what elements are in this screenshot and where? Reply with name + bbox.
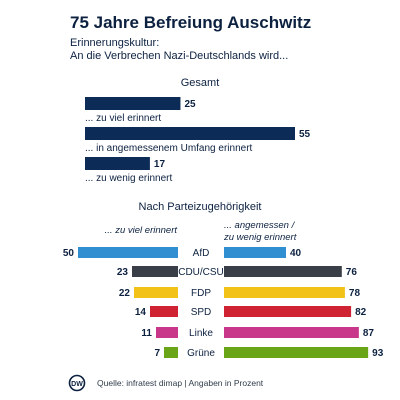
party-value-left-3: 14 [135,307,147,318]
party-bar-right-5 [224,347,369,358]
party-bar-left-4 [156,327,178,338]
party-value-left-0: 50 [63,248,75,259]
overall-category-2: ... zu wenig erinnert [85,173,172,184]
chart-title: 75 Jahre Befreiung Auschwitz [70,13,311,32]
dw-logo: DW [68,374,86,392]
overall-value-2: 17 [154,159,166,170]
party-bar-right-1 [224,266,342,277]
party-label-1: CDU/CSU [178,267,224,278]
overall-category-1: ... in angemessenem Umfang erinnert [85,143,253,154]
party-label-0: AfD [193,248,210,259]
party-value-left-5: 7 [154,348,160,359]
party-bar-right-2 [224,287,345,298]
overall-section-title: Gesamt [181,77,220,89]
party-value-left-1: 23 [117,267,129,278]
party-value-right-2: 78 [349,288,361,299]
overall-bar-2 [85,157,150,170]
party-value-right-4: 87 [363,328,375,339]
source-note: Quelle: infratest dimap | Angaben in Pro… [97,378,264,388]
party-bar-right-3 [224,306,352,317]
party-bar-right-4 [224,327,359,338]
overall-bar-0 [85,97,181,110]
overall-value-1: 55 [299,129,311,140]
chart-subtitle-line1: Erinnerungskultur: [70,37,159,49]
party-value-right-5: 93 [372,348,384,359]
party-bar-left-2 [134,287,178,298]
overall-bar-1 [85,127,295,140]
party-bars: 50 AfD 40 23 CDU/CSU 76 22 FDP 78 14 SPD 82 11 Linke 8… [63,247,384,359]
chart-subtitle-line2: An die Verbrechen Nazi-Deutschlands wird… [70,50,288,62]
party-value-right-0: 40 [290,248,302,259]
party-bar-left-0 [78,247,178,258]
party-legend-left: ... zu viel erinnert [105,225,178,236]
party-legend-right-line2: zu wenig erinnert [223,232,297,243]
party-legend-right-line1: ... angemessen / [224,220,296,231]
party-bar-left-1 [132,266,178,277]
dw-logo-text: DW [71,381,83,388]
overall-bars: 25 ... zu viel erinnert 55 ... in angemesse… [85,97,311,184]
party-value-left-4: 11 [141,328,152,339]
party-label-5: Grüne [187,348,215,359]
party-bar-left-3 [150,306,178,317]
overall-category-0: ... zu viel erinnert [85,113,161,124]
party-section-title: Nach Parteizugehörigkeit [139,201,262,213]
party-value-right-3: 82 [355,307,367,318]
party-value-right-1: 76 [346,267,358,278]
overall-value-0: 25 [184,99,196,110]
party-label-2: FDP [191,288,211,299]
party-bar-right-0 [224,247,286,258]
party-label-3: SPD [191,307,212,318]
party-bar-left-5 [164,347,178,358]
party-label-4: Linke [189,328,213,339]
party-value-left-2: 22 [119,288,131,299]
